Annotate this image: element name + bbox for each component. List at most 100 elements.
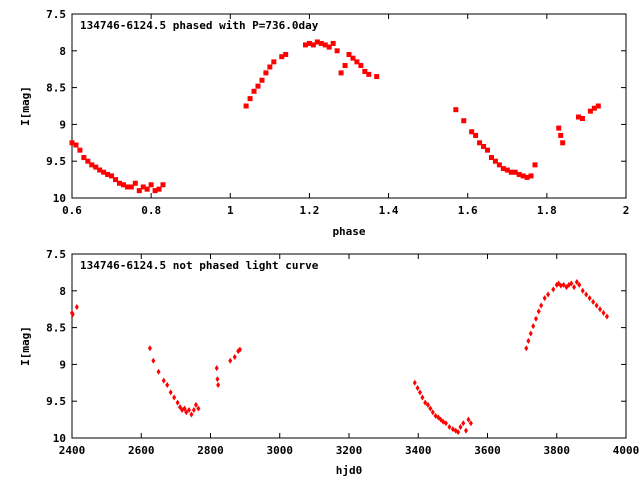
data-point	[326, 44, 332, 50]
data-point	[74, 303, 79, 310]
data-point	[464, 427, 469, 434]
data-point	[334, 48, 340, 54]
data-point	[587, 295, 592, 302]
data-point	[453, 107, 459, 113]
data-point	[140, 184, 146, 190]
axis-tick-labels: 0.6 0.8 1 1.2 1.4 1.6 1.8 2 7.5 8 8.5 9 9.5 10	[46, 8, 629, 217]
data-point	[420, 394, 425, 401]
data-point	[443, 420, 448, 427]
x-tick-label: 2400	[59, 444, 86, 457]
data-point	[77, 147, 83, 153]
data-point	[70, 311, 75, 318]
x-tick-label: 3000	[267, 444, 294, 457]
x-tick-label: 4000	[613, 444, 640, 457]
data-point	[536, 308, 541, 315]
data-point	[247, 96, 253, 102]
data-points	[69, 39, 601, 194]
data-point	[580, 287, 585, 294]
data-point	[172, 394, 177, 401]
data-point	[526, 337, 531, 344]
plot-frame	[71, 13, 627, 199]
data-point	[136, 188, 142, 194]
data-point	[524, 345, 529, 352]
data-point	[500, 166, 506, 172]
data-point	[595, 103, 601, 109]
y-tick-label: 7.5	[46, 8, 66, 21]
data-point	[542, 295, 547, 302]
data-point	[354, 59, 360, 65]
data-point	[528, 173, 534, 179]
data-point	[594, 302, 599, 309]
data-point	[151, 357, 156, 364]
data-point	[504, 167, 510, 173]
x-tick-label: 3800	[544, 444, 571, 457]
chart-title: 134746-6124.5 not phased light curve	[80, 259, 319, 272]
data-point	[496, 162, 502, 168]
data-point	[271, 59, 277, 65]
y-tick-label: 8.5	[46, 82, 66, 95]
y-tick-label: 9.5	[46, 155, 66, 168]
data-point	[105, 171, 111, 177]
data-point	[214, 365, 219, 372]
unphased-light-curve-panel: 2400 2600 2800 3000 3200 3400 3600 3800 4000 7.5 8…	[19, 248, 639, 477]
data-point	[175, 399, 180, 406]
data-point	[477, 140, 483, 146]
axis-ticks	[71, 253, 627, 439]
data-point	[362, 68, 368, 74]
data-point	[428, 405, 433, 412]
data-point	[318, 40, 324, 46]
data-point	[168, 389, 173, 396]
data-point	[251, 88, 257, 94]
data-point	[461, 118, 467, 124]
data-point	[558, 132, 564, 138]
phased-light-curve-panel: 0.6 0.8 1 1.2 1.4 1.6 1.8 2 7.5 8 8.5 9 9.5 10 134746…	[19, 8, 629, 238]
data-point	[473, 132, 479, 138]
x-tick-label: 1.2	[299, 204, 319, 217]
data-points	[70, 278, 609, 436]
data-point	[447, 423, 452, 430]
data-point	[461, 420, 466, 427]
data-point	[569, 280, 574, 287]
data-point	[601, 309, 606, 316]
data-point	[584, 291, 589, 298]
data-point	[302, 42, 308, 48]
data-point	[314, 39, 320, 45]
data-point	[81, 155, 87, 161]
data-point	[520, 173, 526, 179]
y-axis-label: I[mag]	[19, 326, 32, 366]
data-point	[144, 186, 150, 192]
data-point	[358, 63, 364, 69]
data-point	[531, 323, 536, 330]
y-tick-label: 7.5	[46, 248, 66, 261]
data-point	[216, 382, 221, 389]
data-point	[97, 167, 103, 173]
data-point	[512, 169, 518, 175]
axis-ticks	[71, 13, 627, 199]
y-tick-label: 8	[59, 285, 66, 298]
data-point	[160, 182, 166, 188]
data-point	[120, 182, 126, 188]
data-point	[346, 51, 352, 57]
data-point	[101, 169, 107, 175]
chart-title: 134746-6124.5 phased with P=736.0day	[80, 19, 319, 32]
data-point	[243, 103, 249, 109]
data-point	[516, 171, 522, 177]
data-point	[604, 313, 609, 320]
data-point	[560, 140, 566, 146]
data-point	[488, 155, 494, 161]
x-tick-label: 1	[227, 204, 234, 217]
data-point	[69, 140, 75, 146]
data-point	[306, 40, 312, 46]
data-point	[468, 420, 473, 427]
data-point	[415, 384, 420, 391]
x-tick-label: 3600	[474, 444, 501, 457]
data-point	[591, 105, 597, 111]
x-tick-label: 2	[623, 204, 630, 217]
x-tick-label: 0.8	[141, 204, 161, 217]
y-tick-label: 8	[59, 45, 66, 58]
data-point	[366, 71, 372, 77]
x-tick-label: 2600	[128, 444, 155, 457]
axis-tick-labels: 2400 2600 2800 3000 3200 3400 3600 3800 4000 7.5 8…	[46, 248, 639, 457]
data-point	[532, 162, 538, 168]
